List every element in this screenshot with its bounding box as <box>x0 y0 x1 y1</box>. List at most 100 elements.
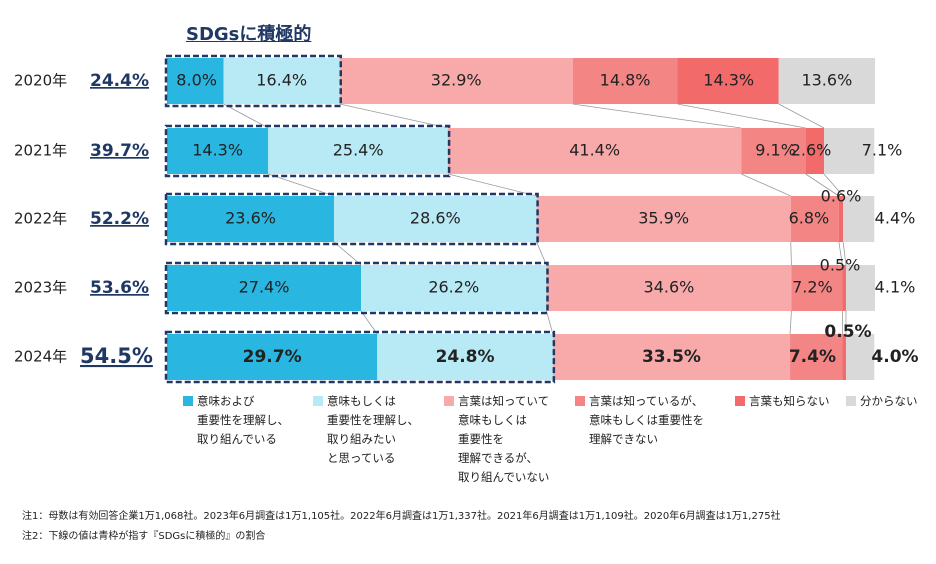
legend-label: 分からない <box>860 394 918 408</box>
bar-segment <box>167 265 361 311</box>
bar-segment <box>167 128 269 174</box>
bar-segment <box>546 265 792 311</box>
bar-segment <box>223 58 340 104</box>
connector-line <box>838 241 843 266</box>
bar-segment <box>677 58 779 104</box>
legend-label: 理解できるが、 <box>458 451 539 465</box>
legend-swatch <box>575 396 585 406</box>
highlight-value: 39.7% <box>90 141 149 161</box>
bar-segment <box>805 128 825 174</box>
value-label: 13.6% <box>801 71 852 90</box>
year-label: 2020年 <box>14 72 67 90</box>
legend-label: 理解できない <box>589 432 658 446</box>
legend-label: と思っている <box>327 451 396 465</box>
bar-segment <box>845 265 875 311</box>
legend-label: 重要性を理解し、 <box>327 413 419 427</box>
bar-segment <box>778 58 875 104</box>
legend-swatch <box>313 396 323 406</box>
year-label: 2024年 <box>14 348 67 366</box>
bar-segment <box>842 265 846 311</box>
connector-line <box>572 103 742 129</box>
legend-label: 取り組みたい <box>327 432 396 446</box>
bar-segment <box>842 334 846 380</box>
year-label: 2021年 <box>14 142 67 160</box>
legend-swatch <box>183 396 193 406</box>
value-label: 7.2% <box>792 278 833 297</box>
connector-line <box>223 103 269 129</box>
value-label: 14.3% <box>192 141 243 160</box>
notes: 注1：母数は有効回答企業1万1,068社。2023年6月調査は1万1,105社。… <box>22 507 781 547</box>
value-label: 28.6% <box>410 209 461 228</box>
note-2: 注2：下線の値は青枠が指す『SDGsに積極的』の割合 <box>22 531 266 542</box>
bar-segment <box>334 196 537 242</box>
legend-label: 意味もしくは <box>327 394 396 408</box>
legend-label: 重要性を理解し、 <box>197 413 289 427</box>
value-label: 32.9% <box>431 71 482 90</box>
connector-line <box>823 173 844 197</box>
value-label: 23.6% <box>225 209 276 228</box>
connector-line <box>268 173 335 197</box>
bar-segment <box>552 334 791 380</box>
bar-segment <box>790 196 839 242</box>
bar-segment <box>824 128 875 174</box>
value-label: 7.1% <box>862 141 903 160</box>
legend-item: 言葉は知っていて 意味もしくは 重要性を 理解できるが、 取り組んでいない <box>444 392 550 487</box>
bar-segment <box>741 128 806 174</box>
value-label: 6.8% <box>789 209 830 228</box>
legend-label: 取り組んでいない <box>458 470 550 484</box>
highlight-value: 52.2% <box>90 209 149 229</box>
value-label: 0.5% <box>824 322 871 342</box>
value-label: 7.4% <box>789 347 836 367</box>
legend-swatch <box>846 396 856 406</box>
connector-line <box>842 241 847 266</box>
value-label: 9.1% <box>755 141 796 160</box>
connector-line <box>790 241 792 266</box>
connector-line <box>741 173 791 197</box>
legend-item: 意味および重要性を理解し、 取り組んでいる <box>183 392 289 449</box>
legend-item: 分からない <box>846 392 918 411</box>
value-label: 27.4% <box>239 278 290 297</box>
bar-segment <box>360 265 547 311</box>
value-label: 4.4% <box>875 209 916 228</box>
connector-line <box>333 241 362 266</box>
legend-label: 意味もしくは <box>458 413 527 427</box>
value-label: 0.5% <box>820 256 861 275</box>
legend-swatch <box>735 396 745 406</box>
bar-segment <box>448 128 742 174</box>
connector-line <box>778 103 825 129</box>
value-label: 41.4% <box>569 141 620 160</box>
legend-item: 言葉は知っているが、 意味もしくは重要性を 理解できない <box>575 392 704 449</box>
value-label: 29.7% <box>243 347 302 367</box>
value-label: 34.6% <box>644 278 695 297</box>
value-label: 4.0% <box>871 347 918 367</box>
connector-line <box>360 310 378 335</box>
value-label: 26.2% <box>428 278 479 297</box>
connector-line <box>447 173 537 197</box>
connector-line <box>536 241 547 266</box>
bar-segment <box>339 58 573 104</box>
bar-segment <box>268 128 449 174</box>
legend-label: 取り組んでいる <box>197 432 277 446</box>
bar-segment <box>167 58 224 104</box>
highlight-box <box>164 54 343 108</box>
year-label: 2023年 <box>14 279 67 297</box>
legend-label: 意味および <box>197 394 255 408</box>
bar-segment <box>377 334 553 380</box>
bar-segment <box>167 196 335 242</box>
bar-segment <box>167 334 378 380</box>
highlight-value: 53.6% <box>90 278 149 298</box>
bar-segment <box>843 196 875 242</box>
legend-swatch <box>444 396 454 406</box>
connector-line <box>546 310 554 335</box>
bar-segment <box>572 58 678 104</box>
bar-segment <box>791 265 843 311</box>
value-label: 24.8% <box>436 347 495 367</box>
legend-label: 言葉は知っていて <box>458 394 550 408</box>
highlight-box <box>164 192 539 246</box>
connector-line <box>339 103 449 129</box>
connector-line <box>805 173 840 197</box>
value-label: 33.5% <box>642 347 701 367</box>
value-label: 35.9% <box>638 209 689 228</box>
value-label: 0.6% <box>821 187 862 206</box>
bar-segment <box>536 196 791 242</box>
